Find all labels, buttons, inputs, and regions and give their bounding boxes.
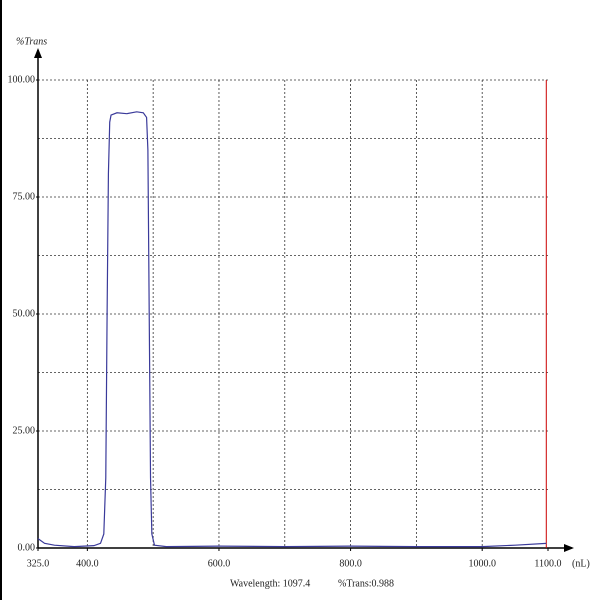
- readout-wavelength: Wavelength: 1097.4: [230, 578, 310, 589]
- x-axis-arrow: [564, 544, 574, 552]
- x-tick-label: 1100.0: [534, 558, 561, 569]
- x-tick-label: 800.0: [339, 558, 362, 569]
- x-tick-label: 325.0: [27, 558, 50, 569]
- data-line: [37, 111, 547, 548]
- x-tick-label: 400.0: [76, 558, 99, 569]
- y-tick-label: 75.00: [13, 191, 36, 202]
- y-tick-label: 0.00: [18, 542, 36, 553]
- y-tick-label: 50.00: [13, 308, 36, 319]
- y-axis-label: %Trans: [16, 36, 47, 47]
- y-axis-arrow: [34, 48, 42, 58]
- x-axis-unit: (nL): [572, 558, 590, 569]
- readout-trans: %Trans:0.988: [338, 578, 394, 589]
- x-tick-label: 1000.0: [468, 558, 496, 569]
- y-tick-label: 25.00: [13, 425, 36, 436]
- y-tick-label: 100.00: [8, 74, 36, 85]
- x-tick-label: 600.0: [208, 558, 231, 569]
